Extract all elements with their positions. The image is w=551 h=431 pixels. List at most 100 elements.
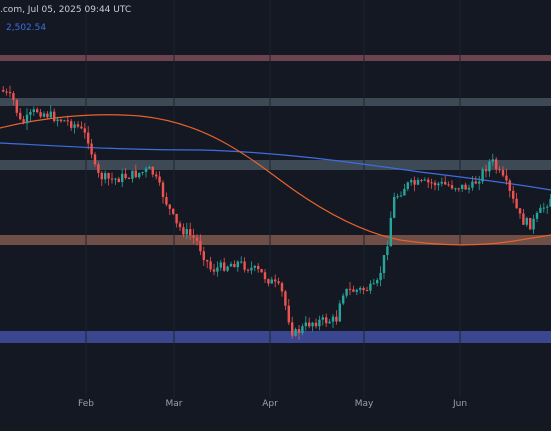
candle-body [467,187,471,190]
candle-body [501,169,505,176]
candle-body [348,288,352,290]
candle-body [46,113,49,118]
candle-body [233,263,236,268]
candle-body [243,261,246,270]
candle-body [535,212,539,219]
candle-body [440,181,443,184]
candle-body [117,178,120,183]
candle-body [301,326,304,334]
candle-body [73,124,76,128]
candle-body [110,178,114,180]
candle-body [131,170,134,179]
candle-body [158,176,161,183]
candle-body [189,229,192,236]
candle-body [253,265,256,268]
candle-body [546,206,549,208]
candle-body [80,126,83,129]
candle-body [134,170,137,178]
zone-resistance-upper [0,98,551,106]
x-tick-label: Feb [78,399,94,409]
candle-body [15,99,18,113]
candle-body [335,316,338,322]
candle-body [267,279,270,284]
candle-body [308,322,311,327]
candle-body [314,322,318,327]
candle-body [32,109,35,113]
candle-body [274,279,277,282]
candle-body [104,173,107,180]
candle-body [386,246,389,256]
candle-body [49,111,52,118]
candle-body [257,265,260,270]
candle-body [525,217,528,225]
candle-body [512,190,515,199]
candle-body [124,173,127,179]
x-tick-label: Mar [166,399,183,409]
candle-body [161,182,165,197]
candle-body [338,303,341,322]
candle-body [427,179,430,183]
candle-body [144,168,148,173]
candle-body [352,289,355,292]
horizontal-zones [0,55,551,343]
candle-body [12,93,15,100]
candle-body [365,290,369,292]
candle-body [107,173,110,179]
candle-body [464,184,467,190]
candle-body [291,322,294,336]
candle-body [457,188,460,190]
candle-body [447,184,450,186]
candle-body [178,223,182,228]
candle-body [355,289,358,292]
candle-body [192,235,195,238]
candle-body [121,173,124,183]
candle-body [223,262,226,271]
candle-body [413,180,416,185]
candle-body [396,196,399,198]
candle-body [362,287,365,291]
candle-body [345,288,348,296]
candle-body [539,207,542,213]
candle-body [29,112,32,115]
candle-body [342,295,345,304]
candle-body [450,185,454,189]
candle-body [369,283,372,291]
candle-body [518,208,522,214]
candle-body [93,154,97,165]
candle-body [226,266,229,271]
candle-body [165,196,168,205]
candle-body [325,317,328,324]
candle-body [311,322,314,327]
candle-body [294,329,297,336]
candle-body [406,182,409,189]
candle-body [481,169,484,182]
moving-averages [0,114,551,246]
candle-body [372,283,375,285]
candle-body [508,180,511,191]
ma-slow-line [0,114,551,246]
candle-body [199,240,202,252]
candle-body [53,111,56,122]
candle-body [175,213,178,224]
candle-body [328,321,331,324]
candle-body [83,128,86,133]
candle-body [216,267,219,272]
candle-body [2,90,5,92]
candle-body [444,181,447,185]
candle-body [138,172,141,178]
candle-body [66,120,69,122]
candle-body [399,195,403,197]
candle-body [433,182,437,186]
candle-body [240,261,243,263]
candle-body [498,169,501,171]
candle-body [8,91,12,94]
candle-body [219,262,222,268]
candle-body [331,316,335,322]
candle-body [478,181,481,184]
candle-body [141,172,144,174]
candle-body [542,207,545,209]
candle-body [151,166,154,175]
candle-body [168,204,171,209]
